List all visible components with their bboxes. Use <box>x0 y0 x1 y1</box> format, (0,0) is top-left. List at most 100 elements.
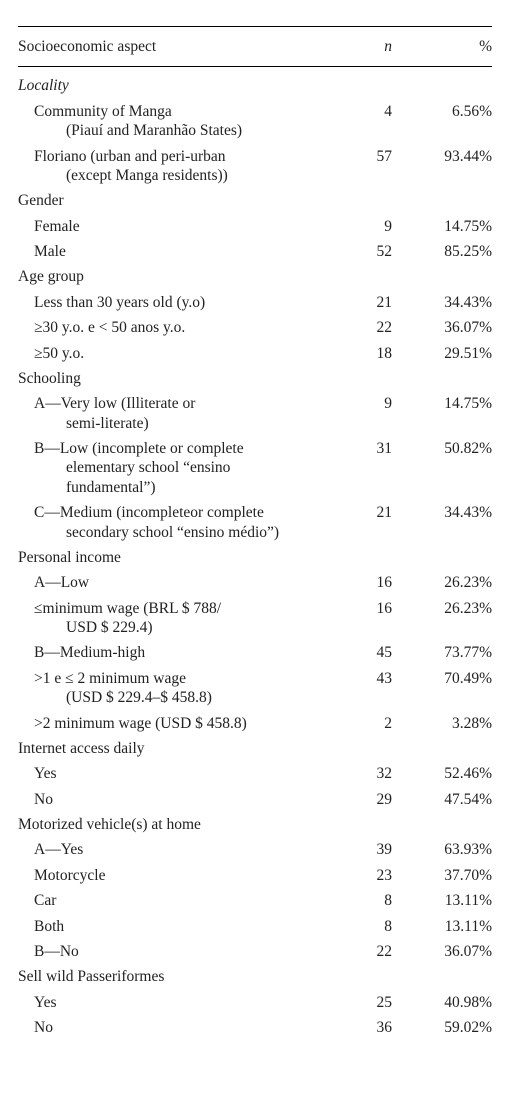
row-n: 22 <box>330 942 392 961</box>
row-n: 52 <box>330 242 392 261</box>
row-n: 4 <box>330 102 392 141</box>
row-label: No <box>18 1018 330 1037</box>
row-label: Both <box>18 917 330 936</box>
row-label: ≤minimum wage (BRL $ 788/USD $ 229.4) <box>18 599 330 638</box>
table-row: Both813.11% <box>18 914 492 939</box>
table-row: A—Low1626.23% <box>18 570 492 595</box>
table-row: Less than 30 years old (y.o)2134.43% <box>18 290 492 315</box>
row-pct: 47.54% <box>392 790 492 809</box>
row-pct: 29.51% <box>392 344 492 363</box>
row-n: 9 <box>330 394 392 433</box>
row-n: 45 <box>330 643 392 662</box>
section-title: Motorized vehicle(s) at home <box>18 812 492 837</box>
row-pct: 26.23% <box>392 573 492 592</box>
table-row: B—Medium-high4573.77% <box>18 640 492 665</box>
row-label: Yes <box>18 764 330 783</box>
row-pct: 13.11% <box>392 891 492 910</box>
row-n: 31 <box>330 439 392 497</box>
row-pct: 36.07% <box>392 942 492 961</box>
row-pct: 93.44% <box>392 147 492 186</box>
top-rule <box>18 26 492 27</box>
row-pct: 85.25% <box>392 242 492 261</box>
row-label: Motorcycle <box>18 866 330 885</box>
row-n: 18 <box>330 344 392 363</box>
row-n: 57 <box>330 147 392 186</box>
table-row: No2947.54% <box>18 787 492 812</box>
table-row: Car813.11% <box>18 888 492 913</box>
row-label: B—Low (incomplete or completeelementary … <box>18 439 330 497</box>
table-row: C—Medium (incompleteor completesecondary… <box>18 500 492 545</box>
row-n: 8 <box>330 891 392 910</box>
row-label: C—Medium (incompleteor completesecondary… <box>18 503 330 542</box>
row-label: >2 minimum wage (USD $ 458.8) <box>18 714 330 733</box>
row-label: >1 e ≤ 2 minimum wage(USD $ 229.4–$ 458.… <box>18 669 330 708</box>
row-label: Yes <box>18 993 330 1012</box>
row-n: 16 <box>330 573 392 592</box>
row-label: Car <box>18 891 330 910</box>
table-row: ≥30 y.o. e < 50 anos y.o.2236.07% <box>18 315 492 340</box>
header-pct: % <box>392 37 492 56</box>
row-pct: 59.02% <box>392 1018 492 1037</box>
table-row: Motorcycle2337.70% <box>18 863 492 888</box>
section-title: Locality <box>18 73 492 98</box>
row-n: 2 <box>330 714 392 733</box>
row-pct: 52.46% <box>392 764 492 783</box>
table-row: >1 e ≤ 2 minimum wage(USD $ 229.4–$ 458.… <box>18 666 492 711</box>
row-n: 29 <box>330 790 392 809</box>
row-label: Female <box>18 217 330 236</box>
table-body: Locality Community of Manga(Piauí and Mar… <box>18 73 492 1040</box>
row-pct: 34.43% <box>392 503 492 542</box>
row-label: Community of Manga(Piauí and Maranhão St… <box>18 102 330 141</box>
row-label: ≥50 y.o. <box>18 344 330 363</box>
row-pct: 13.11% <box>392 917 492 936</box>
table-row: Male5285.25% <box>18 239 492 264</box>
row-n: 8 <box>330 917 392 936</box>
row-pct: 14.75% <box>392 217 492 236</box>
table-row: B—Low (incomplete or completeelementary … <box>18 436 492 500</box>
row-pct: 3.28% <box>392 714 492 733</box>
row-pct: 37.70% <box>392 866 492 885</box>
section-title: Personal income <box>18 545 492 570</box>
row-n: 43 <box>330 669 392 708</box>
table-row: >2 minimum wage (USD $ 458.8)23.28% <box>18 711 492 736</box>
row-pct: 14.75% <box>392 394 492 433</box>
row-label: Less than 30 years old (y.o) <box>18 293 330 312</box>
table-row: ≥50 y.o.1829.51% <box>18 341 492 366</box>
table-row: Female914.75% <box>18 214 492 239</box>
row-label: Male <box>18 242 330 261</box>
section-title: Schooling <box>18 366 492 391</box>
table-row: B—No2236.07% <box>18 939 492 964</box>
row-pct: 73.77% <box>392 643 492 662</box>
row-n: 25 <box>330 993 392 1012</box>
row-pct: 26.23% <box>392 599 492 638</box>
row-pct: 50.82% <box>392 439 492 497</box>
row-label: B—No <box>18 942 330 961</box>
row-pct: 36.07% <box>392 318 492 337</box>
row-label: Floriano (urban and peri-urban(except Ma… <box>18 147 330 186</box>
section-title: Internet access daily <box>18 736 492 761</box>
row-label: No <box>18 790 330 809</box>
row-pct: 70.49% <box>392 669 492 708</box>
row-label: ≥30 y.o. e < 50 anos y.o. <box>18 318 330 337</box>
row-label: A—Yes <box>18 840 330 859</box>
header-n: n <box>330 37 392 56</box>
table-row: Yes3252.46% <box>18 761 492 786</box>
row-label: B—Medium-high <box>18 643 330 662</box>
table-row: Yes2540.98% <box>18 990 492 1015</box>
row-n: 21 <box>330 293 392 312</box>
table-row: ≤minimum wage (BRL $ 788/USD $ 229.4)162… <box>18 596 492 641</box>
section-title: Age group <box>18 264 492 289</box>
row-pct: 34.43% <box>392 293 492 312</box>
table-row: A—Yes3963.93% <box>18 837 492 862</box>
row-label: A—Very low (Illiterate orsemi-literate) <box>18 394 330 433</box>
row-n: 21 <box>330 503 392 542</box>
table-row: Floriano (urban and peri-urban(except Ma… <box>18 144 492 189</box>
section-title: Gender <box>18 188 492 213</box>
row-label: A—Low <box>18 573 330 592</box>
row-n: 36 <box>330 1018 392 1037</box>
section-title: Sell wild Passeriformes <box>18 964 492 989</box>
table-row: No3659.02% <box>18 1015 492 1040</box>
row-pct: 40.98% <box>392 993 492 1012</box>
row-n: 22 <box>330 318 392 337</box>
header-rule <box>18 66 492 67</box>
